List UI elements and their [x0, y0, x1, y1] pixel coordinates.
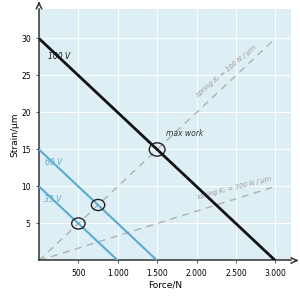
Text: spring Kₜ = 100 N / µm: spring Kₜ = 100 N / µm: [195, 44, 257, 98]
Text: 33 V: 33 V: [44, 195, 61, 204]
Text: 100 V: 100 V: [49, 52, 71, 61]
X-axis label: Force/N: Force/N: [148, 281, 182, 289]
Text: spring Kₜ ≈ 300 N / µm: spring Kₜ ≈ 300 N / µm: [196, 176, 272, 200]
Text: max work: max work: [166, 129, 203, 138]
Text: 60 V: 60 V: [45, 158, 63, 167]
Y-axis label: Strain/µm: Strain/µm: [11, 112, 20, 157]
